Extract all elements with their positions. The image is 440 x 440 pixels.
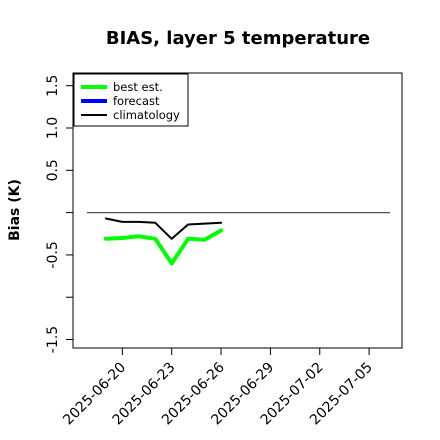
y-tick-label: -0.5 xyxy=(45,241,61,268)
series-lines xyxy=(103,217,224,266)
chart-title: BIAS, layer 5 temperature xyxy=(106,28,370,49)
series-line-climatology xyxy=(104,217,223,240)
y-tick-label: 0.5 xyxy=(45,159,61,181)
legend-label: best est. xyxy=(113,80,163,94)
y-axis: -1.5 -0.5 0.5 1.0 1.5 xyxy=(45,75,73,353)
y-tick-label: 1.5 xyxy=(45,75,61,97)
series-line-best-est xyxy=(103,228,224,266)
y-tick-label: 1.0 xyxy=(45,117,61,139)
y-axis-label: Bias (K) xyxy=(7,179,23,241)
plot-frame xyxy=(72,72,403,349)
legend-label: forecast xyxy=(113,94,160,108)
x-axis: 2025-06-202025-06-232025-06-262025-06-29… xyxy=(60,348,376,428)
y-tick-label: -1.5 xyxy=(45,326,61,353)
legend-label: climatology xyxy=(113,108,180,122)
